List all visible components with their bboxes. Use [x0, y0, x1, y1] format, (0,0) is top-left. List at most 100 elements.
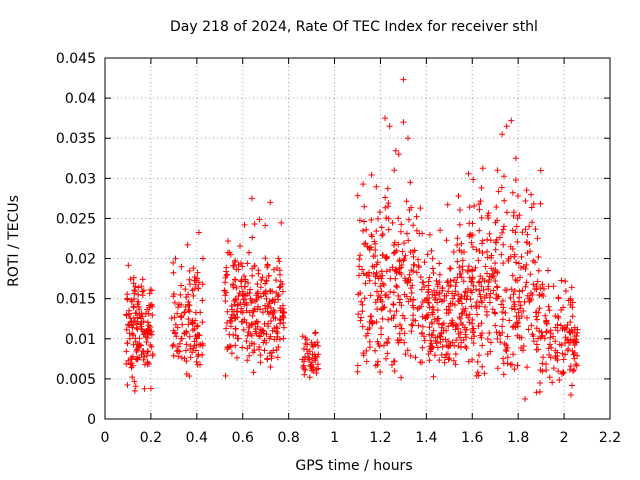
data-point [374, 259, 381, 266]
data-point [135, 298, 142, 305]
data-point [440, 327, 447, 334]
data-point [279, 302, 286, 309]
data-point [368, 231, 375, 238]
data-point [479, 240, 486, 247]
data-point [396, 257, 403, 264]
data-point [260, 290, 267, 297]
data-point [131, 290, 138, 297]
data-point [442, 354, 449, 361]
data-point [315, 342, 322, 349]
data-point [526, 297, 533, 304]
y-tick-label: 0.045 [56, 51, 96, 67]
data-point [392, 267, 399, 274]
data-point [517, 305, 524, 312]
data-point [462, 343, 469, 350]
data-point [392, 275, 399, 282]
data-point [560, 304, 567, 311]
data-point [129, 330, 136, 337]
data-point [276, 336, 283, 343]
data-point [511, 303, 518, 310]
data-point [429, 255, 436, 262]
data-point [261, 320, 268, 327]
data-point [141, 385, 148, 392]
data-point [374, 273, 381, 280]
data-point [144, 359, 151, 366]
data-point [392, 147, 399, 154]
data-point [401, 239, 408, 246]
data-point [448, 320, 455, 327]
data-point [246, 352, 253, 359]
data-point [395, 215, 402, 222]
x-axis-title: GPS time / hours [295, 458, 412, 474]
data-point [124, 381, 131, 388]
data-point [250, 307, 257, 314]
data-point [458, 310, 465, 317]
data-point [238, 260, 245, 267]
data-point [179, 321, 186, 328]
data-point [486, 329, 493, 336]
data-point [499, 309, 506, 316]
x-tick-label: 0 [101, 430, 110, 446]
x-tick-label: 2.2 [599, 430, 621, 446]
data-point [181, 309, 188, 316]
data-point [256, 343, 263, 350]
data-point [524, 231, 531, 238]
data-point [263, 277, 270, 284]
data-point [413, 213, 420, 220]
data-point [373, 288, 380, 295]
data-point [177, 313, 184, 320]
data-point [400, 119, 407, 126]
data-point [504, 209, 511, 216]
data-point [385, 294, 392, 301]
data-point [249, 234, 256, 241]
data-point [406, 206, 413, 213]
data-point [259, 274, 266, 281]
data-point [468, 289, 475, 296]
data-point [372, 362, 379, 369]
data-point [469, 327, 476, 334]
data-point [487, 339, 494, 346]
data-point [390, 315, 397, 322]
data-point [470, 339, 477, 346]
data-point [396, 330, 403, 337]
data-point [428, 247, 435, 254]
data-point [363, 347, 370, 354]
data-point [125, 311, 132, 318]
data-point [494, 167, 501, 174]
data-point [139, 276, 146, 283]
data-point [274, 354, 281, 361]
data-point [227, 251, 234, 258]
y-tick-labels: 0 0.005 0.01 0.015 0.02 0.025 0.03 0.035 0.04 0.0… [56, 51, 96, 428]
data-point [486, 276, 493, 283]
data-point [361, 203, 368, 210]
y-tick-label: 0.02 [65, 252, 96, 268]
data-point [299, 356, 306, 363]
data-point [498, 184, 505, 191]
data-point [478, 283, 485, 290]
data-point [415, 256, 422, 263]
data-point [363, 226, 370, 233]
data-point [306, 356, 313, 363]
data-point [514, 277, 521, 284]
data-point [257, 352, 264, 359]
data-point [484, 254, 491, 261]
data-point [127, 276, 134, 283]
data-point [273, 289, 280, 296]
data-point [394, 283, 401, 290]
data-point [359, 266, 366, 273]
data-point [478, 214, 485, 221]
data-point [397, 337, 404, 344]
data-point [517, 302, 524, 309]
data-point [445, 288, 452, 295]
data-point [224, 308, 231, 315]
data-point [393, 308, 400, 315]
data-point [550, 365, 557, 372]
data-point [556, 376, 563, 383]
data-point [514, 238, 521, 245]
data-point [456, 264, 463, 271]
data-point [455, 192, 462, 199]
x-tick-label: 1.8 [507, 430, 529, 446]
data-point [475, 279, 482, 286]
data-point [373, 183, 380, 190]
data-point [261, 289, 268, 296]
